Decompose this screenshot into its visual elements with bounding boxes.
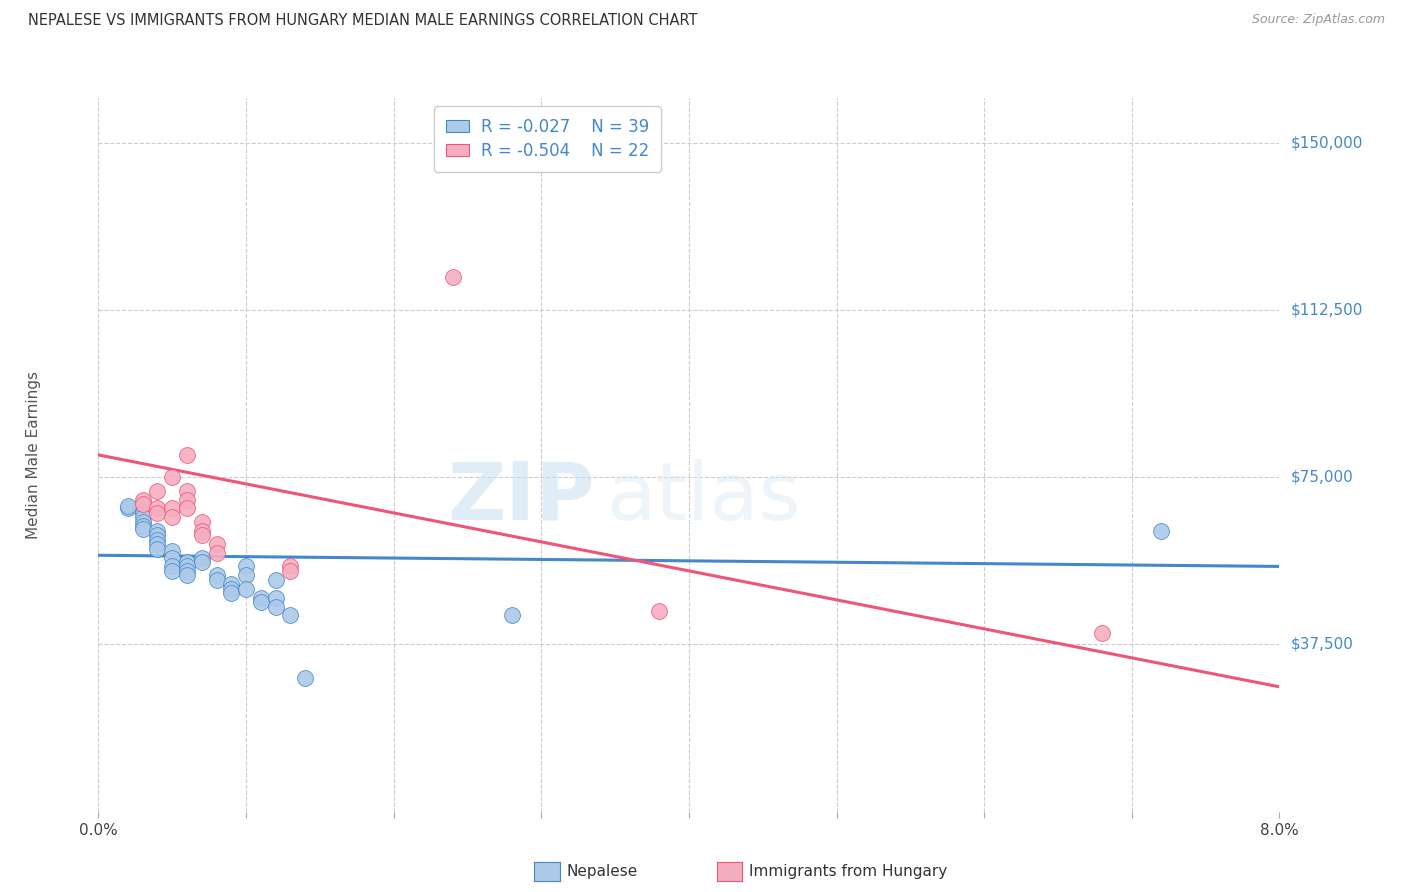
Point [1150, 524, 1173, 538]
Point [176, 501, 198, 516]
Text: Nepalese: Nepalese [567, 864, 638, 879]
Point [205, 573, 228, 587]
Text: $150,000: $150,000 [1291, 136, 1362, 150]
Text: Immigrants from Hungary: Immigrants from Hungary [749, 864, 948, 879]
Text: Median Male Earnings: Median Male Earnings [25, 371, 41, 539]
Point [162, 550, 183, 565]
Point [146, 528, 169, 542]
Point [235, 582, 257, 596]
Point [278, 559, 301, 574]
Point [162, 470, 183, 484]
Point [162, 564, 183, 578]
Point [191, 528, 214, 542]
Point [132, 519, 155, 533]
Point [294, 671, 316, 685]
Point [162, 543, 183, 558]
Point [191, 515, 214, 529]
Point [176, 448, 198, 462]
Point [264, 591, 287, 605]
Text: $37,500: $37,500 [1291, 637, 1354, 652]
Point [219, 582, 242, 596]
Point [1091, 626, 1114, 640]
Text: atlas: atlas [606, 458, 800, 537]
Text: Source: ZipAtlas.com: Source: ZipAtlas.com [1251, 13, 1385, 27]
Point [146, 524, 169, 538]
Point [162, 559, 183, 574]
Point [205, 537, 228, 551]
Point [278, 608, 301, 623]
Point [146, 541, 169, 556]
Point [235, 568, 257, 582]
Point [191, 550, 214, 565]
Point [176, 559, 198, 574]
Point [162, 510, 183, 524]
Point [176, 555, 198, 569]
Point [264, 573, 287, 587]
Point [250, 591, 273, 605]
Point [146, 533, 169, 547]
Point [648, 604, 671, 618]
Point [117, 499, 139, 513]
Point [146, 483, 169, 498]
Point [162, 501, 183, 516]
Point [501, 608, 523, 623]
Point [132, 515, 155, 529]
Point [176, 564, 198, 578]
Legend: R = -0.027    N = 39, R = -0.504    N = 22: R = -0.027 N = 39, R = -0.504 N = 22 [434, 106, 661, 171]
Point [441, 269, 464, 284]
Point [132, 506, 155, 520]
Text: $112,500: $112,500 [1291, 302, 1362, 318]
Point [146, 537, 169, 551]
Point [176, 483, 198, 498]
Point [146, 501, 169, 516]
Point [132, 497, 155, 511]
Point [176, 568, 198, 582]
Point [205, 546, 228, 560]
Point [132, 521, 155, 535]
Point [278, 564, 301, 578]
Point [205, 568, 228, 582]
Point [191, 524, 214, 538]
Point [132, 510, 155, 524]
Point [176, 492, 198, 507]
Point [117, 501, 139, 516]
Text: NEPALESE VS IMMIGRANTS FROM HUNGARY MEDIAN MALE EARNINGS CORRELATION CHART: NEPALESE VS IMMIGRANTS FROM HUNGARY MEDI… [28, 13, 697, 29]
Point [191, 555, 214, 569]
Point [146, 506, 169, 520]
Point [219, 577, 242, 591]
Point [132, 492, 155, 507]
Point [219, 586, 242, 600]
Point [250, 595, 273, 609]
Text: ZIP: ZIP [447, 458, 595, 537]
Text: $75,000: $75,000 [1291, 470, 1354, 484]
Point [235, 559, 257, 574]
Point [264, 599, 287, 614]
